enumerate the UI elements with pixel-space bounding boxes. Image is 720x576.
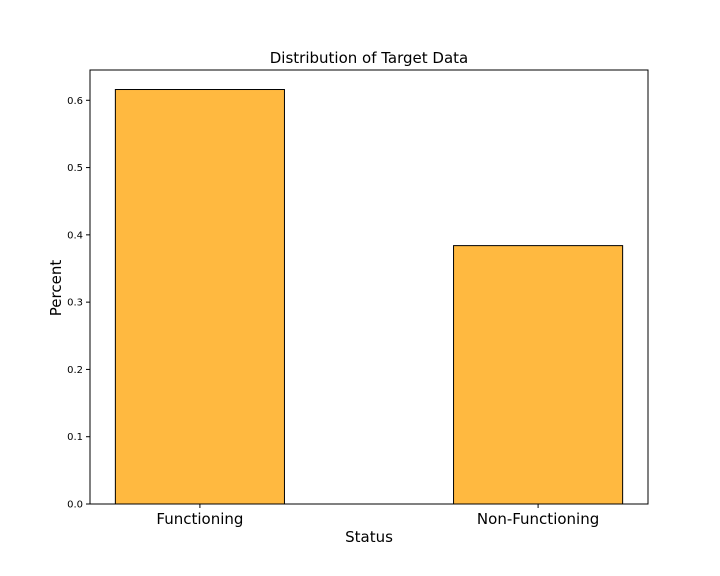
y-tick-label: 0.5 <box>67 163 83 174</box>
bar-non-functioning <box>453 245 624 505</box>
y-tick-label: 0.6 <box>67 96 83 107</box>
x-tick-label: Functioning <box>156 510 243 528</box>
bars-layer <box>114 89 624 505</box>
y-tick-label: 0.1 <box>67 432 83 443</box>
x-tick-label: Non-Functioning <box>477 510 599 528</box>
y-tick-label: 0.0 <box>67 500 83 511</box>
bar-functioning <box>114 89 285 505</box>
y-tick-label: 0.4 <box>67 230 83 241</box>
chart-title: Distribution of Target Data <box>270 49 469 67</box>
y-axis-label: Percent <box>47 260 65 317</box>
y-tick-label: 0.2 <box>67 365 83 376</box>
y-axis-ticks: 0.0 0.1 0.2 0.3 0.4 0.5 0.6 <box>67 96 90 511</box>
y-tick-label: 0.3 <box>67 298 83 309</box>
x-axis-label: Status <box>345 528 393 546</box>
plot-area-frame <box>89 69 649 505</box>
x-axis-ticks: Functioning Non-Functioning <box>156 504 599 528</box>
